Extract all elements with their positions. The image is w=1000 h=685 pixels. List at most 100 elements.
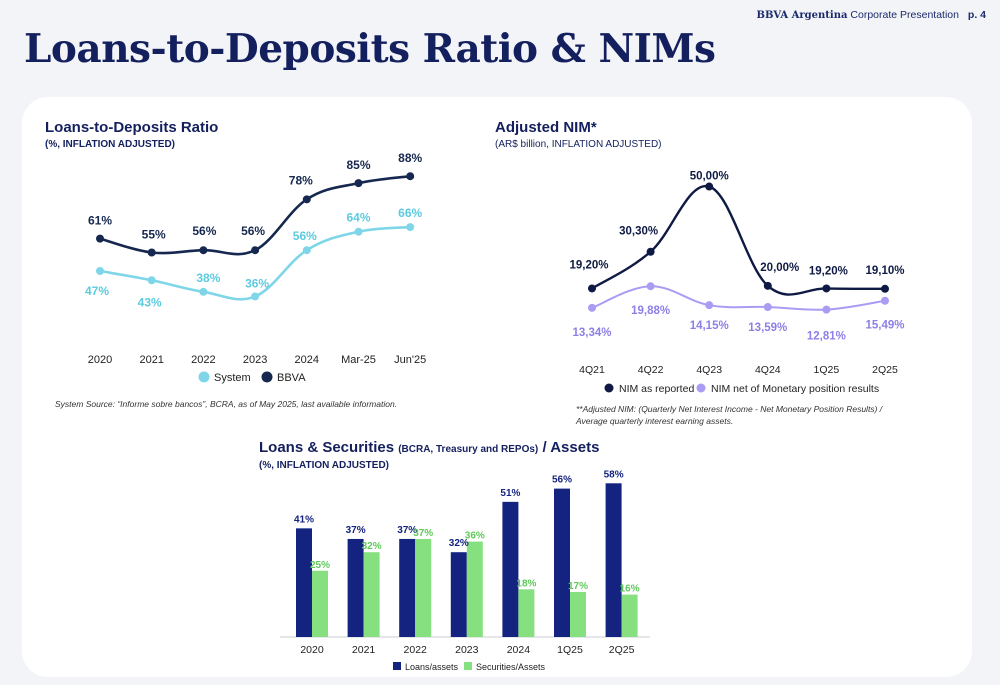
ls-x-tick: 2024 [507,644,531,656]
ls-label-securities: 16% [620,584,640,595]
ltd-label-bbva: 61% [88,214,112,228]
ls-label-loans: 58% [604,469,624,480]
ls-bar-securities [466,541,483,637]
ls-label-securities: 25% [310,560,330,571]
ltd-point-system [406,223,415,232]
ltd-label-system: 66% [398,206,422,220]
nim-point-reported [763,281,772,290]
nim-label-reported: 30,30% [619,226,658,238]
ls-label-loans: 37% [346,525,366,536]
ltd-source-note: System Source: “Informe sobre bancos”, B… [55,399,398,409]
ls-legend-loans-marker [393,662,401,670]
ls-bar-securities [621,594,638,637]
nim-label-reported: 19,10% [865,265,904,277]
ls-x-tick: 2022 [404,644,428,656]
ls-bar-securities [570,591,586,637]
ls-label-securities: 37% [413,528,433,539]
nim-legend-net-marker [696,383,706,393]
nim-legend-reported: NIM as reported [619,383,694,395]
ls-label-loans: 37% [397,525,417,536]
ls-legend-securities-marker [464,662,472,670]
ls-x-tick: 1Q25 [557,644,583,656]
ls-title-main: Loans & Securities [259,439,395,456]
ltd-point-system [96,267,104,275]
ltd-label-bbva: 85% [346,158,370,172]
ltd-chart-title: Loans-to-Deposits Ratio [45,119,219,136]
ltd-label-system: 64% [346,211,370,225]
ltd-point-bbva [96,234,104,243]
nim-label-reported: 19,20% [809,265,848,277]
ls-chart-title: Loans & Securities (BCRA, Treasury and R… [259,439,599,456]
ltd-label-bbva: 56% [241,224,265,238]
ltd-legend-bbva: BBVA [277,372,306,384]
ltd-label-bbva: 78% [289,173,313,187]
nim-label-net: 19,88% [631,305,670,317]
ltd-point-bbva [354,179,363,188]
ls-label-securities: 32% [362,541,382,552]
ls-bar-loans [605,483,622,637]
ltd-label-bbva: 55% [142,228,166,242]
ls-bar-securities [518,589,535,637]
nim-point-net [881,296,889,305]
nim-point-net [822,305,831,314]
ltd-point-bbva [302,195,311,204]
nim-point-net [705,301,714,310]
ltd-x-tick: 2020 [88,354,112,366]
ltd-legend-system: System [214,372,251,384]
nim-point-reported [588,284,596,293]
ltd-label-system: 43% [138,295,162,309]
nim-label-net: 14,15% [690,320,729,332]
nim-chart-title: Adjusted NIM* [495,119,597,136]
ls-label-securities: 17% [568,581,588,592]
ls-chart-subtitle: (%, INFLATION ADJUSTED) [259,460,389,471]
ltd-point-system [302,246,311,255]
nim-label-reported: 50,00% [690,171,729,183]
ls-label-securities: 36% [465,531,485,542]
ltd-x-tick: Jun'25 [394,354,426,366]
ls-bar-loans [502,501,519,637]
page-title: Loans-to-Deposits Ratio & NIMs [24,26,716,72]
nim-x-tick: 2Q25 [872,364,898,376]
nim-label-net: 15,49% [865,320,904,332]
ls-label-securities: 18% [516,578,536,589]
ltd-x-tick: 2021 [139,354,163,366]
ltd-point-bbva [199,246,208,255]
ltd-x-tick: 2022 [191,354,215,366]
ltd-label-system: 56% [293,229,317,243]
ltd-label-bbva: 56% [192,224,216,238]
ltd-chart-subtitle: (%, INFLATION ADJUSTED) [45,139,175,150]
nim-x-tick: 4Q23 [696,364,722,376]
ltd-point-system [251,292,260,301]
nim-point-net [763,303,772,312]
ls-legend-loans: Loans/assets [405,662,459,672]
content-card [22,97,972,677]
nim-point-net [588,303,596,312]
nim-label-net: 13,34% [572,327,611,339]
nim-x-tick: 1Q25 [814,364,840,376]
nim-point-reported [881,284,889,293]
nim-x-tick: 4Q21 [579,364,605,376]
ls-bar-securities [312,570,328,637]
ls-title-tail: / Assets [542,439,600,456]
nim-label-reported: 19,20% [569,259,608,271]
ltd-point-bbva [406,172,415,181]
nim-point-net [646,282,655,291]
ls-bar-loans [296,528,312,637]
nim-point-reported [822,284,831,293]
ls-x-tick: 2021 [352,644,376,656]
nim-chart-subtitle: (AR$ billion, INFLATION ADJUSTED) [495,139,662,150]
nim-legend-net: NIM net of Monetary position results [711,383,879,395]
nim-footnote: **Adjusted NIM: (Quarterly Net Interest … [576,404,883,426]
ls-label-loans: 56% [552,475,572,486]
nim-label-net: 13,59% [748,322,787,334]
ls-x-tick: 2023 [455,644,479,656]
page-number: p. 4 [967,9,986,21]
ls-bar-securities [363,552,380,637]
ltd-label-system: 36% [245,276,269,290]
brand-name: BBVA Argentina [756,10,848,21]
ls-bar-loans [347,538,364,637]
nim-label-net: 12,81% [807,331,846,343]
ls-legend-securities: Securities/Assets [476,662,546,672]
ltd-point-bbva [147,248,156,257]
